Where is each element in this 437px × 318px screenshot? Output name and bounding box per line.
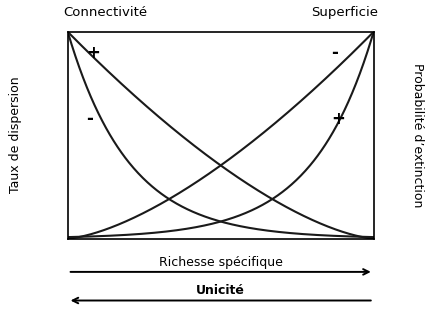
Text: Connectivité: Connectivité (63, 6, 148, 19)
Text: Probabilité d’extinction: Probabilité d’extinction (411, 63, 424, 207)
Text: Unicité: Unicité (196, 284, 245, 297)
Text: -: - (331, 44, 338, 62)
Text: Richesse spécifique: Richesse spécifique (159, 256, 283, 269)
Text: -: - (86, 110, 93, 128)
Text: +: + (86, 44, 100, 62)
Text: +: + (331, 110, 345, 128)
Text: Superficie: Superficie (311, 6, 378, 19)
Text: Taux de dispersion: Taux de dispersion (9, 77, 22, 193)
